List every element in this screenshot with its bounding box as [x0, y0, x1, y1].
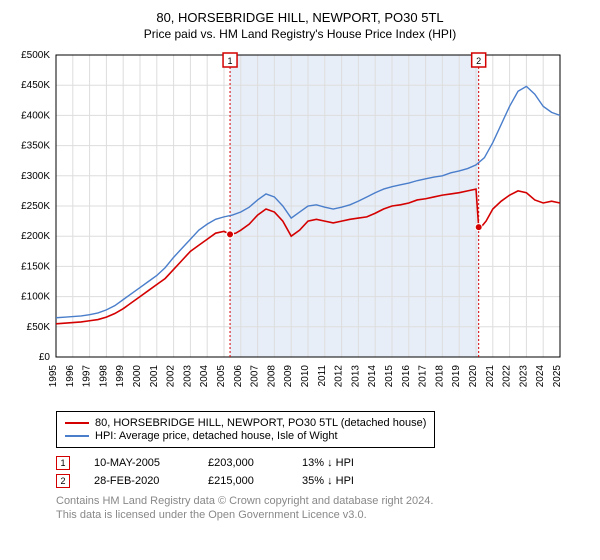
page-subtitle: Price paid vs. HM Land Registry's House …: [8, 27, 592, 41]
svg-text:£450K: £450K: [21, 80, 50, 91]
sale-row: 1 10-MAY-2005 £203,000 13% ↓ HPI: [56, 456, 592, 470]
svg-text:£500K: £500K: [21, 50, 50, 61]
svg-text:1996: 1996: [65, 365, 76, 388]
sale-price: £203,000: [208, 457, 278, 469]
svg-text:£250K: £250K: [21, 201, 50, 212]
svg-text:£200K: £200K: [21, 231, 50, 242]
svg-text:1998: 1998: [98, 365, 109, 388]
svg-text:2021: 2021: [485, 365, 496, 388]
svg-text:2002: 2002: [166, 365, 177, 388]
svg-text:2001: 2001: [149, 365, 160, 388]
sale-delta: 35% ↓ HPI: [302, 475, 354, 487]
sale-marker-box: 2: [56, 474, 70, 488]
sale-row: 2 28-FEB-2020 £215,000 35% ↓ HPI: [56, 474, 592, 488]
sale-date: 10-MAY-2005: [94, 457, 184, 469]
svg-text:1999: 1999: [115, 365, 126, 388]
svg-text:2007: 2007: [250, 365, 261, 388]
sale-marker-box: 1: [56, 456, 70, 470]
svg-text:2000: 2000: [132, 365, 143, 388]
svg-text:2005: 2005: [216, 365, 227, 388]
legend-row: 80, HORSEBRIDGE HILL, NEWPORT, PO30 5TL …: [65, 417, 426, 429]
svg-text:2019: 2019: [451, 365, 462, 388]
svg-text:2011: 2011: [317, 365, 328, 387]
svg-text:£400K: £400K: [21, 110, 50, 121]
svg-text:2003: 2003: [182, 365, 193, 388]
svg-text:£50K: £50K: [27, 322, 51, 333]
legend-swatch: [65, 422, 89, 424]
svg-text:2024: 2024: [535, 365, 546, 388]
svg-text:2013: 2013: [350, 365, 361, 388]
price-chart: £0 £50K £100K £150K £200K £250K £300K £350K £400…: [8, 47, 592, 407]
legend-label: 80, HORSEBRIDGE HILL, NEWPORT, PO30 5TL …: [95, 417, 426, 429]
sales-table: 1 10-MAY-2005 £203,000 13% ↓ HPI 2 28-FEB-202…: [56, 456, 592, 488]
footer-line-1: Contains HM Land Registry data © Crown c…: [56, 494, 592, 508]
svg-text:£150K: £150K: [21, 261, 50, 272]
svg-text:£100K: £100K: [21, 292, 50, 303]
svg-text:£350K: £350K: [21, 141, 50, 152]
svg-text:2008: 2008: [266, 365, 277, 388]
svg-text:2018: 2018: [434, 365, 445, 388]
svg-text:2022: 2022: [502, 365, 513, 388]
svg-text:2006: 2006: [233, 365, 244, 388]
footer-line-2: This data is licensed under the Open Gov…: [56, 508, 592, 522]
legend-row: HPI: Average price, detached house, Isle…: [65, 430, 426, 442]
svg-text:2: 2: [476, 56, 481, 66]
svg-text:1995: 1995: [48, 365, 59, 388]
sale-date: 28-FEB-2020: [94, 475, 184, 487]
svg-text:2017: 2017: [418, 365, 429, 388]
footer-note: Contains HM Land Registry data © Crown c…: [56, 494, 592, 523]
svg-text:2025: 2025: [552, 365, 563, 388]
chart-svg: £0 £50K £100K £150K £200K £250K £300K £350K £400…: [8, 47, 568, 407]
legend-swatch: [65, 435, 89, 437]
svg-text:2015: 2015: [384, 365, 395, 388]
svg-text:1: 1: [228, 56, 233, 66]
svg-text:2023: 2023: [518, 365, 529, 388]
legend: 80, HORSEBRIDGE HILL, NEWPORT, PO30 5TL …: [56, 411, 435, 448]
svg-text:2014: 2014: [367, 365, 378, 388]
svg-text:2004: 2004: [199, 365, 210, 388]
page-title: 80, HORSEBRIDGE HILL, NEWPORT, PO30 5TL: [8, 10, 592, 25]
svg-text:£300K: £300K: [21, 171, 50, 182]
sale-price: £215,000: [208, 475, 278, 487]
svg-text:£0: £0: [39, 352, 51, 363]
legend-label: HPI: Average price, detached house, Isle…: [95, 430, 338, 442]
sale-delta: 13% ↓ HPI: [302, 457, 354, 469]
svg-text:2016: 2016: [401, 365, 412, 388]
svg-text:2010: 2010: [300, 365, 311, 388]
svg-text:2009: 2009: [283, 365, 294, 388]
svg-text:1997: 1997: [82, 365, 93, 388]
svg-text:2020: 2020: [468, 365, 479, 388]
svg-text:2012: 2012: [334, 365, 345, 388]
